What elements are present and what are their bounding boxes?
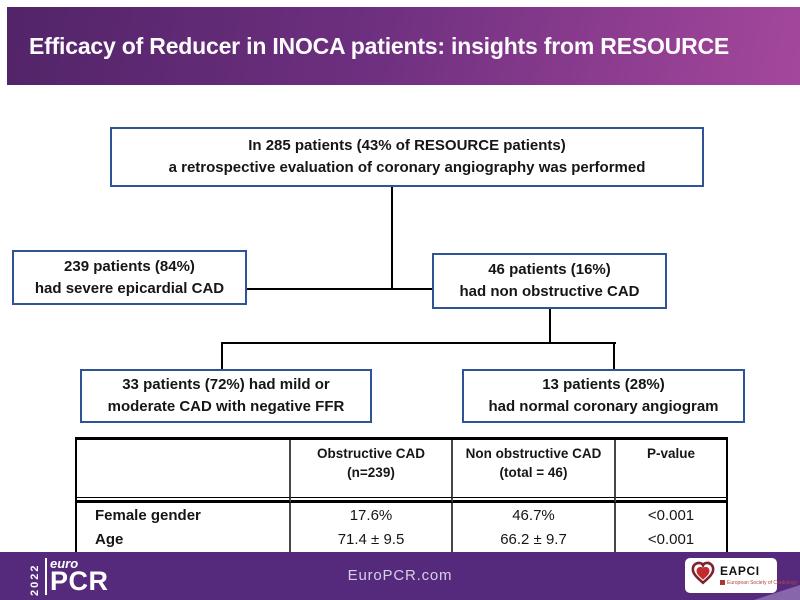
eapci-heart-icon	[690, 560, 716, 591]
table-cell: 46.7%	[453, 503, 616, 528]
table-cell: 71.4 ± 9.5	[291, 527, 453, 552]
eapci-name: EAPCI	[720, 564, 760, 579]
connector-line	[391, 186, 393, 289]
table-header-p-value: P-value	[646, 446, 696, 461]
box-text-line: had normal coronary angiogram	[488, 398, 719, 415]
table-corner-cell	[77, 440, 291, 497]
eapci-logo-card: EAPCI European Society of Cardiology	[685, 558, 797, 593]
flowchart-box-total-patients: In 285 patients (43% of RESOURCE patient…	[110, 127, 704, 187]
footer-bar: 2022 euro PCR EuroPCR.com EAPCI Europ	[0, 552, 800, 600]
table-cell: <0.001	[647, 506, 695, 524]
eapci-subtitle: European Society of Cardiology	[727, 579, 798, 586]
connector-line	[221, 342, 223, 369]
table-cell: 66.2 ± 9.7	[453, 527, 616, 552]
website-url: EuroPCR.com	[347, 567, 453, 584]
table-header-divider	[291, 497, 453, 503]
europcr-logo-pcr: PCR	[50, 566, 109, 596]
table-cell: 17.6%	[291, 503, 453, 528]
box-text-line: had severe epicardial CAD	[34, 279, 225, 297]
table-header-non-obstructive: Non obstructive CAD (total = 46)	[453, 440, 616, 497]
europcr-logo-euro: euro	[50, 556, 79, 571]
connector-line	[246, 288, 434, 290]
table-header-divider	[616, 497, 726, 503]
box-text-line: In 285 patients (43% of RESOURCE patient…	[248, 137, 566, 155]
box-text-line: 33 patients (72%) had mild or	[122, 376, 330, 394]
table-row-label: Age	[77, 527, 291, 552]
connector-line	[549, 309, 551, 343]
table-header-divider	[77, 497, 291, 503]
connector-line	[221, 342, 616, 344]
page-title: Efficacy of Reducer in INOCA patients: i…	[29, 32, 730, 59]
europcr-logo-divider	[45, 558, 47, 595]
europcr-logo: 2022 euro PCR	[29, 556, 109, 596]
table-cell: <0.001	[647, 531, 695, 549]
esc-logo-icon	[720, 580, 725, 586]
box-text-line: moderate CAD with negative FFR	[107, 398, 345, 415]
comparison-table: Obstructive CAD (n=239) Non obstructive …	[75, 437, 728, 552]
box-text-line: 13 patients (28%)	[542, 376, 665, 394]
box-text-line: 46 patients (16%)	[488, 261, 611, 279]
box-text-line: 239 patients (84%)	[64, 257, 195, 275]
flowchart-box-severe-cad: 239 patients (84%) had severe epicardial…	[12, 250, 247, 305]
box-text-line: had non obstructive CAD	[459, 283, 640, 300]
table-header-divider	[453, 497, 616, 503]
table-header-obstructive: Obstructive CAD (n=239)	[291, 440, 453, 497]
table-row-label: Female gender	[77, 503, 291, 528]
box-text-line: a retrospective evaluation of coronary a…	[168, 159, 646, 176]
flowchart-box-non-obstructive-cad: 46 patients (16%) had non obstructive CA…	[432, 253, 667, 309]
title-bar: Efficacy of Reducer in INOCA patients: i…	[7, 7, 800, 85]
flowchart-box-normal-angiogram: 13 patients (28%) had normal coronary an…	[462, 369, 745, 423]
flowchart-box-mild-moderate-cad: 33 patients (72%) had mild or moderate C…	[80, 369, 372, 423]
connector-line	[613, 342, 615, 369]
